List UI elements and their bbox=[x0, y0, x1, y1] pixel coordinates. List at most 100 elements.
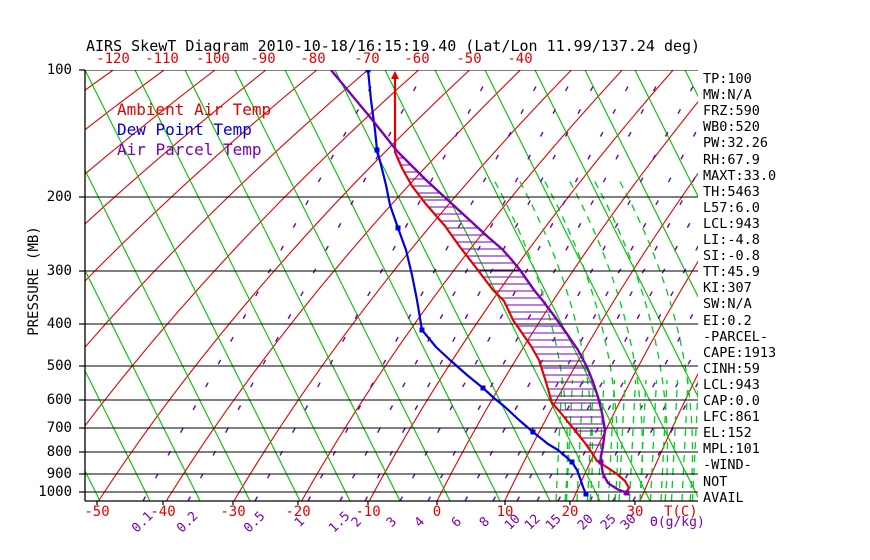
stats-line: TH:5463 bbox=[703, 183, 760, 200]
dry-adiabat-line bbox=[434, 70, 651, 501]
dew-point-curve-marker bbox=[480, 385, 486, 391]
isotherm-line bbox=[85, 70, 267, 225]
stats-line: MW:N/A bbox=[703, 87, 752, 104]
dry-adiabat-line bbox=[85, 369, 151, 501]
pressure-tick-label: 700 bbox=[46, 420, 72, 436]
temp-unit-label: T(C) bbox=[664, 504, 698, 520]
top-temp-tick-label: -110 bbox=[145, 51, 179, 67]
bottom-temp-tick-label: -20 bbox=[285, 504, 311, 520]
moist-adiabat-curve bbox=[618, 179, 694, 501]
stats-line: EL:152 bbox=[703, 425, 752, 442]
dry-adiabat-line bbox=[334, 70, 551, 501]
mixing-ratio-line bbox=[307, 70, 546, 501]
mixing-ratio-line bbox=[339, 70, 578, 501]
top-temp-tick-label: -80 bbox=[300, 51, 326, 67]
stats-line: L57:6.0 bbox=[703, 199, 760, 216]
pressure-tick-label: 200 bbox=[46, 189, 72, 205]
isotherm-line bbox=[85, 70, 419, 427]
stats-line: LCL:943 bbox=[703, 376, 760, 393]
dry-adiabat-line bbox=[85, 169, 251, 501]
dry-adiabat-line bbox=[534, 70, 698, 398]
isotherm-line bbox=[0, 70, 11, 501]
dry-adiabat-line bbox=[785, 70, 870, 501]
bottom-temp-tick-label: -10 bbox=[355, 504, 381, 520]
isotherm-line bbox=[85, 70, 369, 349]
mixing-ratio-line bbox=[142, 70, 381, 501]
pressure-tick-label: 900 bbox=[46, 466, 72, 482]
dew-point-curve bbox=[366, 70, 588, 495]
bottom-temp-tick-label: 30 bbox=[626, 504, 644, 520]
dew-point-curve-marker bbox=[374, 147, 380, 153]
top-temp-tick-label: -70 bbox=[354, 51, 380, 67]
dry-adiabat-line bbox=[234, 70, 451, 501]
moist-adiabat-line bbox=[628, 379, 637, 501]
plot-background bbox=[0, 70, 870, 501]
stats-line: FRZ:590 bbox=[703, 103, 760, 120]
dry-adiabat-line bbox=[184, 70, 401, 501]
stats-line: PW:32.26 bbox=[703, 135, 769, 152]
bottom-temp-tick-label: 0 bbox=[432, 504, 442, 520]
dry-adiabat-line bbox=[634, 70, 698, 198]
bottom-temp-tick-label: 20 bbox=[561, 504, 579, 520]
isotherm-line bbox=[301, 70, 623, 501]
stats-line: KI:307 bbox=[703, 280, 752, 297]
stats-line: LFC:861 bbox=[703, 409, 760, 426]
stats-line: LI:-4.8 bbox=[703, 232, 760, 248]
isotherm-line bbox=[98, 70, 470, 501]
moist-adiabat-curve bbox=[543, 179, 619, 501]
isotherm-line bbox=[504, 172, 698, 501]
stats-line: TP:100 bbox=[703, 71, 752, 87]
stats-line: RH:67.9 bbox=[703, 151, 760, 168]
stats-line: -WIND- bbox=[703, 457, 752, 474]
bottom-temp-tick-label: 10 bbox=[496, 504, 514, 520]
top-temp-tick-label: -100 bbox=[196, 51, 230, 67]
mixing-ratio-line bbox=[632, 381, 698, 501]
mixing-ratio-line bbox=[254, 70, 493, 501]
mixing-ratio-line bbox=[589, 303, 698, 501]
stats-line: CAP:0.0 bbox=[703, 393, 760, 409]
stats-line: SW:N/A bbox=[703, 296, 752, 313]
mixing-ratio-line bbox=[536, 206, 698, 501]
isotherm-line bbox=[639, 372, 698, 501]
stats-line: CINH:59 bbox=[703, 360, 760, 377]
moist-adiabat-line bbox=[681, 379, 689, 501]
air-parcel-curve-marker bbox=[598, 459, 604, 465]
top-temp-tick-label: -50 bbox=[456, 51, 482, 67]
dry-adiabat-line bbox=[584, 70, 698, 298]
dew-point-curve-marker bbox=[365, 70, 371, 73]
dry-adiabat-line bbox=[284, 70, 501, 501]
pressure-tick-label: 400 bbox=[46, 316, 72, 332]
moist-adiabat-line bbox=[670, 379, 679, 501]
pressure-tick-label: 1000 bbox=[38, 484, 72, 500]
mixing-ratio-line bbox=[399, 70, 638, 501]
stats-line: CAPE:1913 bbox=[703, 344, 777, 361]
dew-point-curve-marker bbox=[530, 429, 536, 435]
mixing-ratio-line bbox=[427, 70, 666, 501]
isotherm-line bbox=[85, 70, 114, 91]
mixing-ratio-line bbox=[612, 345, 698, 501]
air-parcel-curve-marker bbox=[624, 490, 630, 496]
mixing-unit-label: Θ(g/kg) bbox=[650, 515, 705, 530]
stats-line: LCL:943 bbox=[703, 215, 760, 232]
dry-adiabat-line bbox=[85, 269, 201, 501]
dew-point-curve-marker bbox=[395, 225, 401, 231]
mixing-ratio-line bbox=[364, 70, 603, 501]
pressure-tick-label: 300 bbox=[46, 263, 72, 279]
pressure-tick-label: 500 bbox=[46, 358, 72, 374]
isotherm-line bbox=[436, 101, 698, 501]
stats-line: NOT bbox=[703, 473, 728, 490]
top-temp-tick-label: -90 bbox=[250, 51, 276, 67]
dew-point-curve-marker bbox=[569, 459, 575, 465]
stats-line: SI:-0.8 bbox=[703, 248, 760, 265]
legend-item-1: Ambient Air Temp bbox=[117, 100, 272, 119]
mixing-ratio-line bbox=[464, 75, 698, 501]
isotherm-line bbox=[368, 70, 674, 501]
mixing-ratio-line bbox=[187, 70, 426, 501]
moist-adiabat-line bbox=[691, 379, 698, 501]
stats-line: AVAIL bbox=[703, 489, 744, 506]
mixing-ratio-line bbox=[492, 126, 698, 501]
moist-adiabat-curve bbox=[568, 179, 644, 501]
isotherm-line bbox=[85, 70, 216, 175]
chart-title: AIRS SkewT Diagram 2010-10-18/16:15:19.4… bbox=[86, 37, 701, 55]
